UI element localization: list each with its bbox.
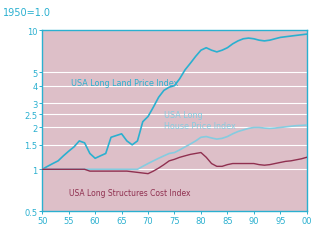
Text: USA Long Structures Cost Index: USA Long Structures Cost Index (69, 188, 190, 197)
Text: 1950=1.0: 1950=1.0 (3, 8, 51, 18)
Text: USA Long
House Price Index: USA Long House Price Index (164, 111, 236, 131)
Text: USA Long Land Price Index: USA Long Land Price Index (71, 79, 179, 88)
